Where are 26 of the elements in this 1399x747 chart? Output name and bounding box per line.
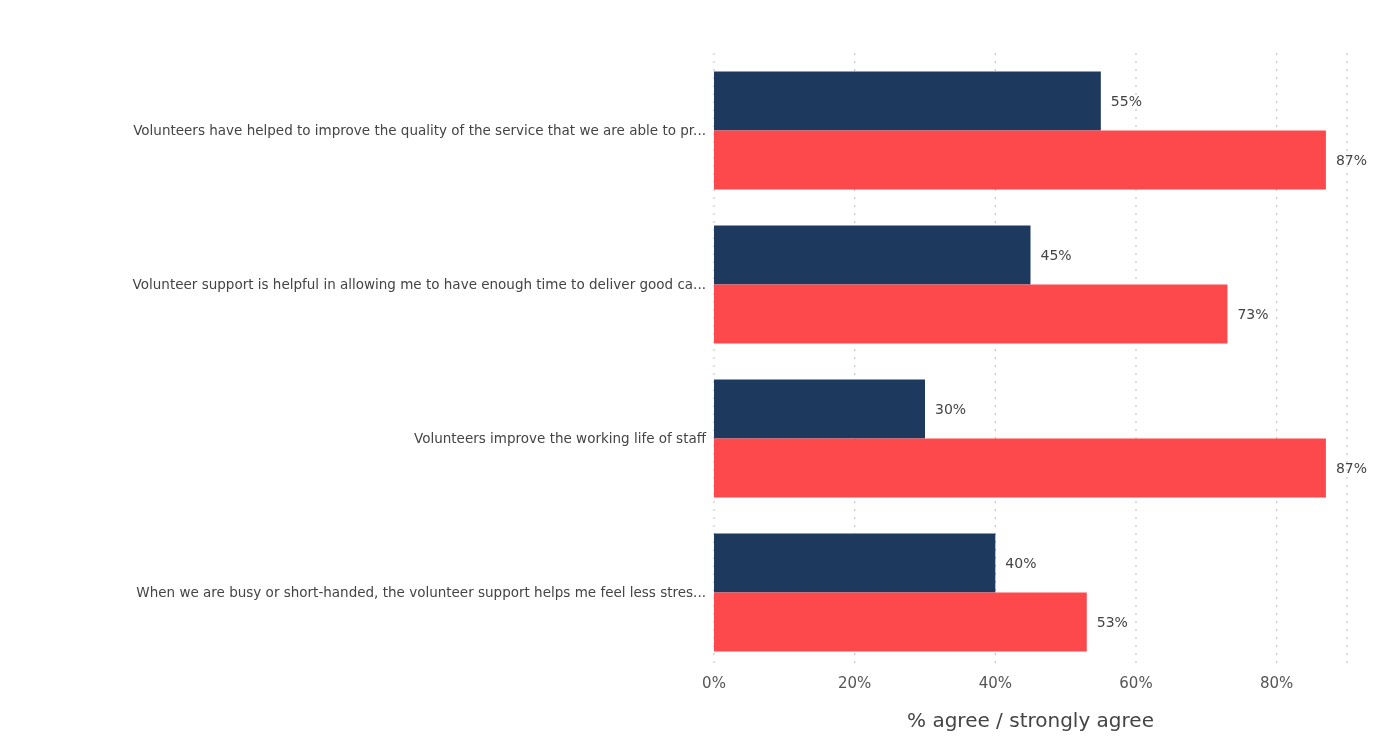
x-axis-title: % agree / strongly agree	[907, 708, 1154, 732]
data-label: 55%	[1110, 92, 1142, 109]
y-tick-label: Volunteers have helped to improve the quality of the service that we are able to pr...	[133, 121, 706, 138]
bar	[714, 130, 1326, 190]
y-tick-label: When we are busy or short-handed, the volunteer support helps me feel less stres...	[136, 583, 706, 600]
x-tick-label: 20%	[837, 673, 872, 692]
data-label: 30%	[935, 400, 967, 417]
bar	[714, 592, 1087, 652]
data-label: 73%	[1237, 305, 1269, 322]
x-tick-label: 60%	[1119, 673, 1153, 692]
bar	[714, 438, 1326, 498]
bar	[714, 71, 1101, 131]
data-label: 45%	[1040, 246, 1072, 263]
bar	[714, 225, 1031, 285]
bar	[714, 533, 996, 593]
bar	[714, 284, 1228, 344]
data-label: 40%	[1005, 554, 1037, 571]
bar	[714, 379, 925, 439]
x-tick-label: 40%	[978, 673, 1013, 692]
data-label: 87%	[1335, 459, 1368, 476]
y-tick-label: Volunteers improve the working life of staff	[414, 429, 707, 446]
y-tick-label: Volunteer support is helpful in allowing me to have enough time to deliver good ca...	[132, 275, 706, 292]
x-tick-label: 80%	[1259, 673, 1294, 692]
data-label: 87%	[1335, 151, 1368, 168]
data-label: 53%	[1096, 613, 1128, 630]
x-tick-label: 0%	[702, 673, 726, 692]
